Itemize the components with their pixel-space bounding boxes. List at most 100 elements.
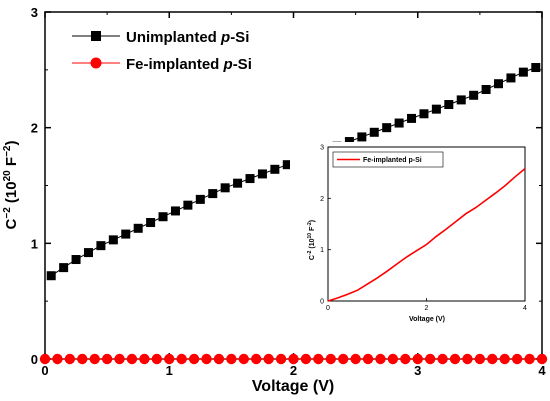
data-point-circle [313,353,324,365]
data-point-circle [536,353,548,365]
data-point-circle [288,353,299,365]
data-point-circle [462,353,473,365]
data-point-square [494,79,504,89]
data-point-circle [474,353,486,365]
data-point-square [407,113,417,123]
data-point-circle [64,353,76,365]
data-point-circle [201,353,212,365]
data-point-square [46,271,56,281]
inset-x-tick-label: 2 [425,305,429,312]
data-point-square [382,123,392,133]
data-point-circle [176,353,187,365]
data-point-square [121,229,131,239]
data-point-circle [424,353,436,365]
data-point-square [233,178,243,188]
data-point-circle [325,353,336,365]
data-point-circle [151,353,163,365]
data-point-circle [437,353,448,365]
data-point-circle [39,353,51,365]
legend-marker-circle [90,57,102,69]
legend-label-unimplanted: Unimplanted p-Si [126,29,249,46]
data-point-square [208,189,218,199]
data-point-circle [263,353,274,365]
data-point-square [195,194,205,204]
data-point-square [481,84,491,94]
inset-y-tick-label: 1 [320,247,324,254]
data-point-circle [188,353,200,365]
data-point-square [71,255,81,265]
x-tick-label: 1 [166,363,173,378]
main-legend: Unimplanted p-Si Fe-implanted p-Si [72,29,252,73]
data-point-circle [213,353,225,365]
data-point-square [369,127,379,137]
inset-y-tick-label: 2 [320,196,324,203]
data-point-square [344,137,354,147]
x-tick-label: 2 [290,363,297,378]
inset-legend-box [332,151,444,168]
x-tick-label: 4 [538,363,546,378]
inset-x-axis-label: Voltage (V) [409,316,445,323]
data-point-circle [89,353,100,365]
data-point-square [158,212,168,222]
data-point-square [183,200,193,210]
inset-chart: 0 2 4 0 1 2 3 C-2 (1010 F-2) Voltage (V) Fe-im… [290,142,534,340]
data-point-circle [126,353,138,365]
inset-y-tick-label: 3 [320,145,324,152]
inset-axis-ticks: 0 2 4 0 1 2 3 [320,145,527,313]
y-tick-label: 2 [31,121,38,136]
data-point-square [419,109,429,119]
data-point-square [531,63,541,73]
x-tick-label: 3 [414,363,421,378]
data-point-square [357,132,367,142]
data-point-square [257,169,267,179]
inset-data-series [327,167,526,302]
inset-x-tick-label: 0 [326,305,330,312]
data-point-square [96,241,106,251]
x-tick-label: 0 [41,363,48,378]
data-point-circle [164,353,175,365]
data-point-circle [362,353,374,365]
data-point-circle [449,353,461,365]
data-point-circle [487,353,498,365]
inset-legend-label: Fe-implanted p-Si [363,157,422,164]
y-tick-label: 3 [31,5,38,20]
data-point-circle [238,353,249,365]
inset-x-tick-label: 4 [523,305,527,312]
data-point-circle [251,353,262,365]
data-point-square [282,160,292,170]
data-point-square [444,100,454,110]
data-point-square [431,104,441,114]
data-point-square [506,73,516,83]
inset-y-tick-label: 0 [320,299,324,306]
data-point-circle [387,353,399,365]
data-point-circle [524,353,535,365]
data-point-circle [499,353,510,365]
data-point-circle [114,353,125,365]
data-point-square [133,223,143,233]
data-point-circle [375,353,386,365]
inset-background [290,142,534,340]
data-point-square [83,248,93,258]
data-point-circle [226,353,237,365]
data-point-circle [77,353,88,365]
main-y-axis-label: C−2 (1020 F−2) [2,141,20,230]
data-point-square [456,95,466,105]
data-point-circle [275,353,287,365]
data-point-circle [350,353,361,365]
data-point-square [170,206,180,216]
main-x-axis-label: Voltage (V) [252,378,334,395]
y-tick-label: 1 [31,236,38,251]
legend-marker-square [91,31,101,41]
y-tick-label: 0 [31,352,38,367]
data-point-circle [139,353,150,365]
data-point-square [59,263,69,273]
data-point-circle [511,353,523,365]
inset-series-line-0 [327,167,526,302]
data-point-circle [101,353,113,365]
data-point-square [270,164,280,174]
data-point-circle [412,353,423,365]
data-point-square [108,235,118,245]
data-point-square [469,90,479,100]
data-point-square [146,218,156,228]
